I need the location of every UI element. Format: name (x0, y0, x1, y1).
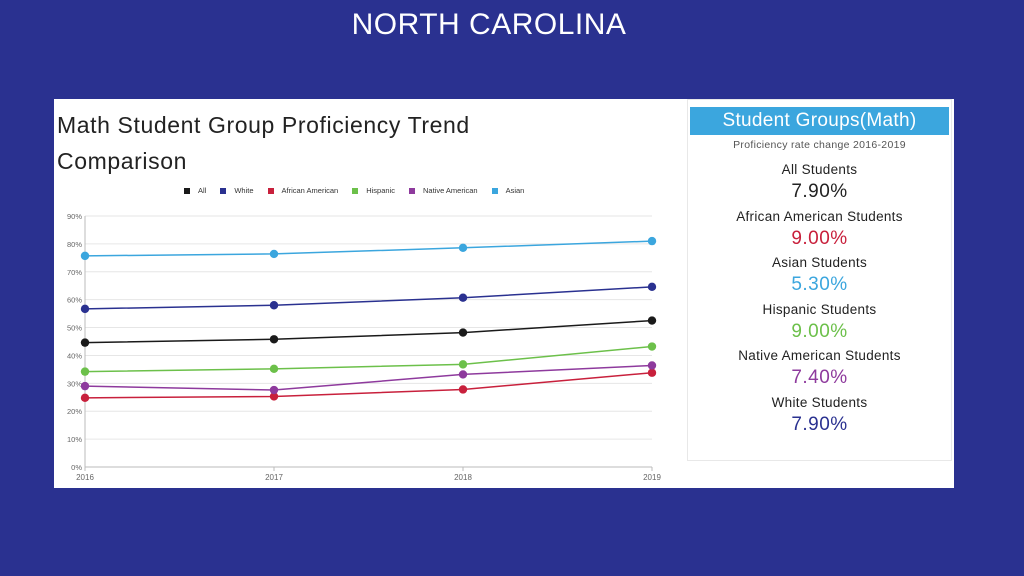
stat-label: All Students (781, 162, 858, 177)
x-tick-label: 2019 (643, 473, 661, 482)
legend-item-african-american[interactable]: African American (267, 186, 339, 195)
stat-list: All Students 7.90% African American Studen… (688, 161, 951, 440)
data-point-hispanic (458, 360, 468, 369)
stat-value: 9.00% (791, 320, 848, 342)
legend-swatch (267, 187, 274, 194)
stat-value: 5.30% (791, 274, 848, 295)
stat-value: 7.90% (791, 413, 848, 435)
legend-label: Native American (422, 186, 478, 195)
legend-item-all[interactable]: All (184, 186, 206, 195)
data-point-african-american (458, 385, 468, 394)
legend-item-white[interactable]: White (220, 186, 254, 195)
legend-item-native-american[interactable]: Native American (408, 186, 478, 195)
y-tick-label: 80% (67, 240, 82, 249)
legend-swatch (352, 187, 359, 194)
series-line-hispanic (84, 345, 653, 373)
legend-swatch (184, 187, 190, 194)
data-point-all (80, 338, 90, 347)
legend-label: Asian (505, 186, 525, 195)
stat-item: Native American Students 7.40% (688, 347, 951, 394)
stat-label: Hispanic Students (762, 301, 877, 317)
data-point-all (269, 335, 279, 344)
series-line-african-american (84, 371, 653, 399)
y-tick-label: 60% (67, 296, 82, 305)
stat-item: Hispanic Students 9.00% (688, 301, 951, 348)
data-point-hispanic (269, 364, 279, 374)
data-point-all (647, 316, 657, 325)
student-groups-subtitle: Proficiency rate change 2016-2019 (733, 139, 906, 151)
y-tick-label: 90% (67, 212, 82, 221)
stat-label: Asian Students (771, 255, 867, 270)
data-point-white (458, 293, 468, 302)
x-tick-label: 2016 (76, 473, 94, 482)
stat-item: African American Students 9.00% (688, 208, 951, 255)
legend-swatch (491, 187, 498, 194)
stat-value: 7.90% (791, 181, 848, 202)
stat-label: White Students (771, 394, 868, 410)
series-line-all (84, 319, 653, 344)
stat-item: Asian Students 5.30% (688, 254, 951, 301)
legend-label: African American (281, 186, 339, 195)
y-tick-label: 20% (67, 407, 82, 416)
x-tick-label: 2018 (454, 473, 472, 482)
stat-label: African American Students (736, 208, 903, 224)
data-point-native-american (458, 370, 468, 379)
stat-value: 7.40% (791, 367, 848, 388)
series-line-native-american (84, 364, 653, 391)
y-tick-label: 30% (67, 379, 82, 388)
stat-value: 9.00% (791, 227, 848, 249)
y-tick-label: 50% (67, 324, 82, 333)
line-chart: 0% 10% 20% 30% 40% 50% 60% 70% 80% 90% 2016 2017 201… (67, 212, 661, 482)
data-point-white (647, 282, 657, 292)
y-tick-label: 10% (67, 435, 82, 444)
y-tick-label: 70% (67, 268, 82, 277)
x-tick-label: 2017 (265, 473, 283, 482)
y-tick-label: 40% (67, 351, 82, 360)
legend-item-hispanic[interactable]: Hispanic (352, 186, 395, 195)
stat-item: White Students 7.90% (688, 394, 951, 441)
legend-item-asian[interactable]: Asian (491, 186, 525, 195)
page-title: NORTH CAROLINA (351, 8, 627, 41)
legend-swatch (408, 187, 415, 194)
y-tick-label: 0% (71, 463, 82, 472)
data-point-white (80, 304, 90, 314)
legend-label: All (198, 186, 207, 195)
chart-title-line-2: Comparison (57, 148, 187, 174)
chart-title-line-1: Math Student Group Proficiency Trend (57, 112, 470, 138)
student-groups-header: Student Groups(Math) (690, 107, 949, 135)
data-point-asian (647, 236, 657, 246)
stat-label: Native American Students (738, 348, 901, 363)
data-point-native-american (647, 361, 657, 370)
data-point-african-american (647, 368, 657, 377)
data-point-native-american (269, 385, 279, 395)
data-point-asian (80, 251, 90, 261)
data-point-asian (269, 249, 279, 259)
data-point-hispanic (80, 367, 90, 376)
data-point-white (269, 301, 279, 310)
legend-label: Hispanic (366, 186, 395, 195)
data-point-native-american (80, 381, 90, 391)
data-point-african-american (80, 393, 90, 403)
chart-panel: Math Student Group Proficiency Trend Com… (54, 99, 954, 488)
data-point-hispanic (647, 342, 657, 351)
legend-swatch (220, 187, 227, 194)
series-line-white (84, 286, 653, 310)
chart-legend: All White African American Hispanic Native A… (184, 186, 524, 195)
chart-title: Math Student Group Proficiency Trend Com… (57, 107, 470, 179)
data-point-african-american (269, 392, 279, 401)
student-groups-panel: Student Groups(Math) Proficiency rate ch… (687, 99, 952, 461)
data-point-all (458, 328, 468, 337)
stat-item: All Students 7.90% (688, 161, 951, 208)
series-line-asian (84, 240, 653, 257)
legend-label: White (234, 186, 254, 195)
data-point-asian (458, 243, 468, 252)
